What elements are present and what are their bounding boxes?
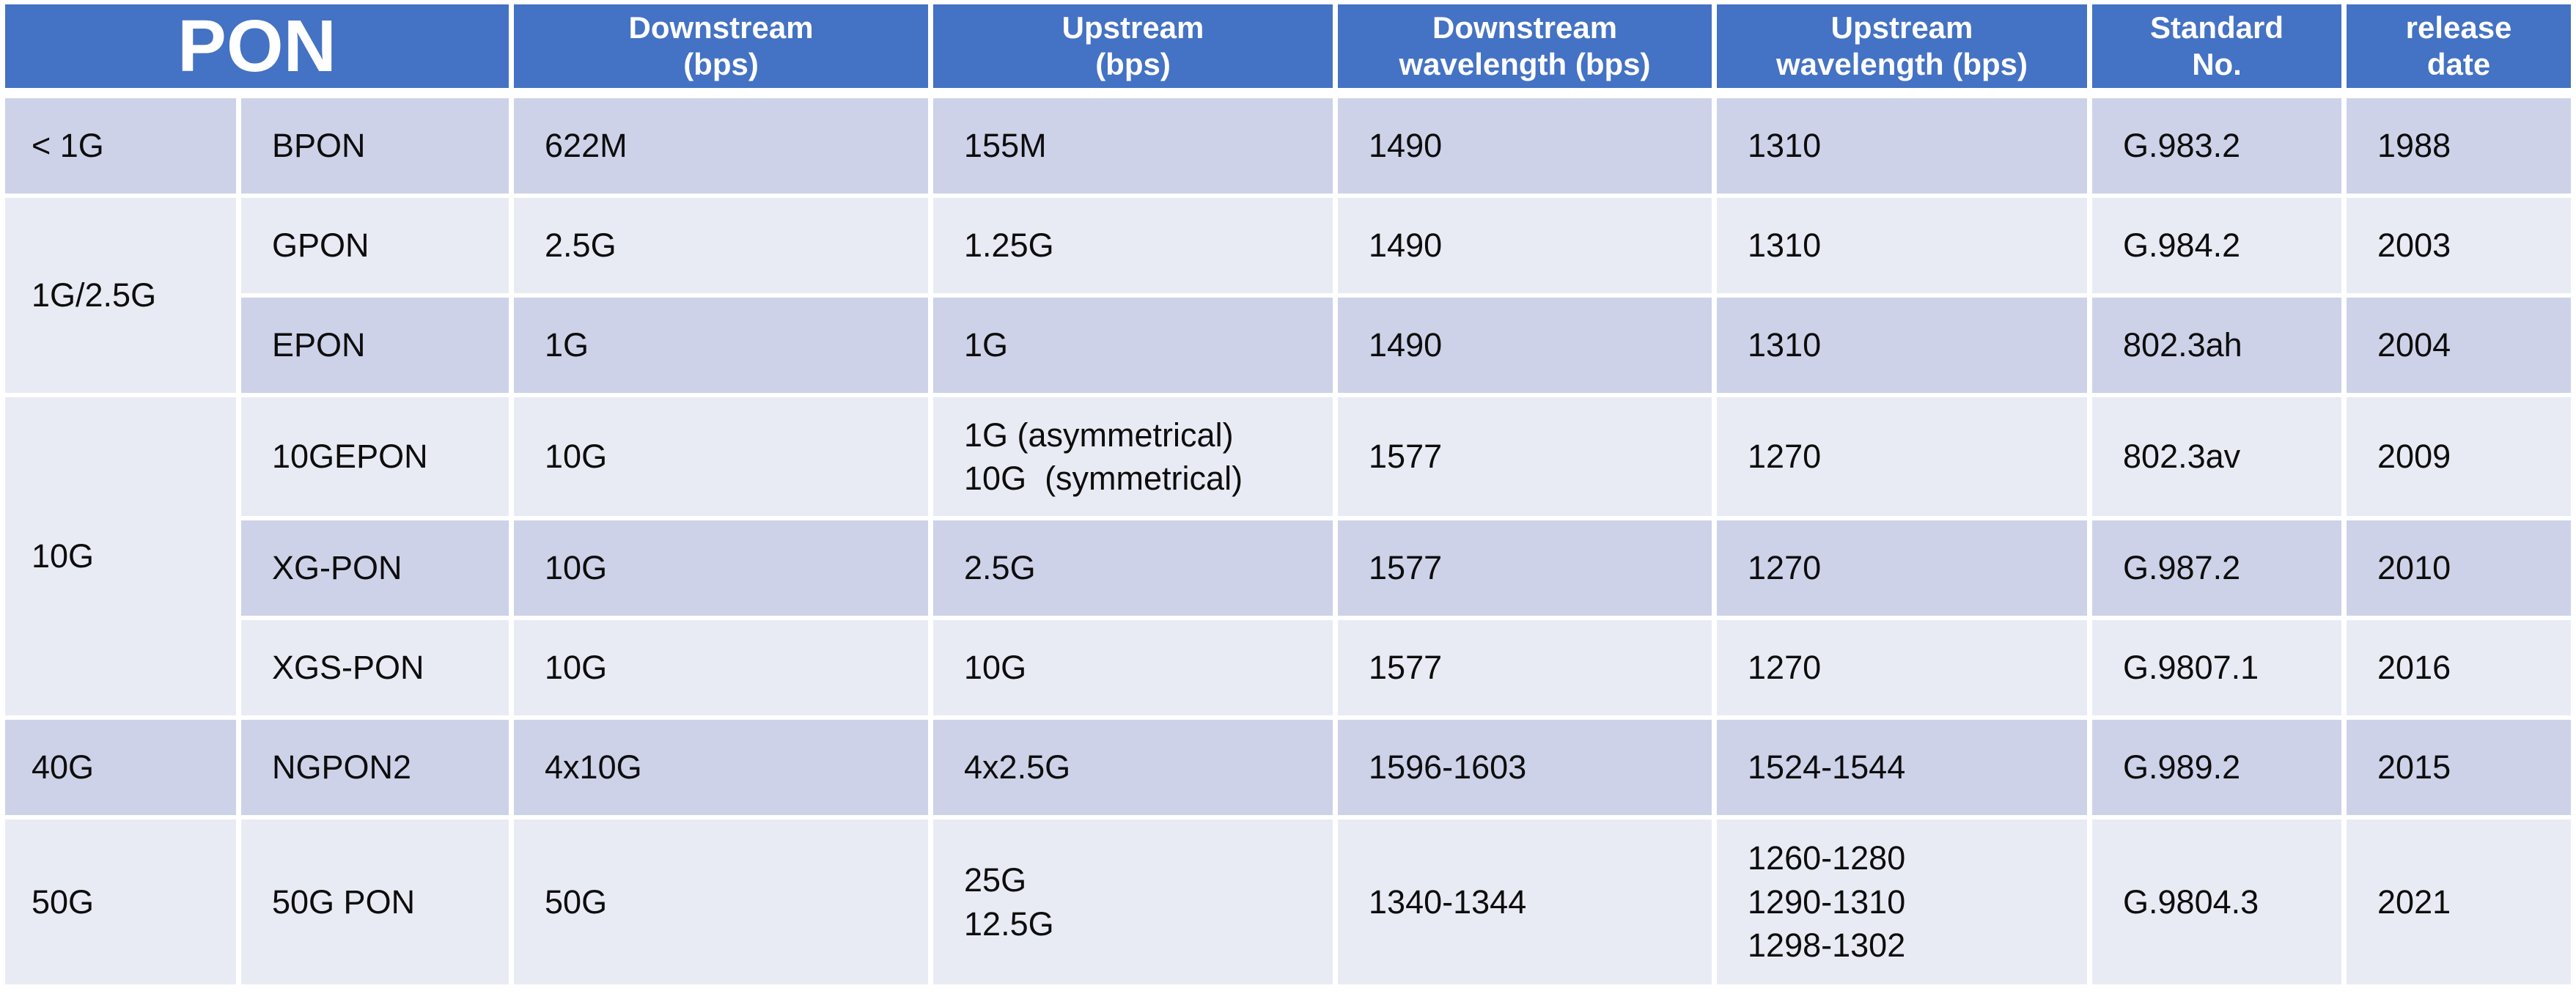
cell-name-xgs-pon: XGS-PON — [241, 620, 509, 715]
cell-standard: G.984.2 — [2092, 198, 2342, 293]
cell-upstream: 155M — [933, 98, 1333, 194]
cell-generation-50g: 50G — [5, 819, 236, 984]
cell-name-gpon: GPON — [241, 198, 509, 293]
cell-name-50g-pon: 50G PON — [241, 819, 509, 984]
cell-down-wavelength: 1596-1603 — [1338, 720, 1712, 815]
cell-name-xg-pon: XG-PON — [241, 520, 509, 616]
col-header-standard-no: Standard No. — [2092, 4, 2342, 94]
cell-standard: 802.3av — [2092, 397, 2342, 516]
cell-downstream: 10G — [514, 620, 929, 715]
cell-release: 2003 — [2347, 198, 2572, 293]
cell-standard: G.983.2 — [2092, 98, 2342, 194]
cell-generation-1g-2-5g: 1G/2.5G — [5, 198, 236, 393]
cell-up-wavelength: 1270 — [1717, 397, 2088, 516]
row-xg-pon: XG-PON 10G 2.5G 1577 1270 G.987.2 2010 — [5, 520, 2572, 616]
cell-standard: G.987.2 — [2092, 520, 2342, 616]
cell-upstream: 1G — [933, 298, 1333, 393]
col-header-upstream-bps: Upstream (bps) — [933, 4, 1333, 94]
cell-up-wavelength: 1310 — [1717, 298, 2088, 393]
cell-name-bpon: BPON — [241, 98, 509, 194]
cell-downstream: 10G — [514, 397, 929, 516]
row-epon: EPON 1G 1G 1490 1310 802.3ah 2004 — [5, 298, 2572, 393]
cell-release: 2010 — [2347, 520, 2572, 616]
cell-upstream: 10G — [933, 620, 1333, 715]
cell-up-wavelength: 1310 — [1717, 198, 2088, 293]
col-header-downstream-wavelength: Downstream wavelength (bps) — [1338, 4, 1712, 94]
cell-down-wavelength: 1490 — [1338, 98, 1712, 194]
cell-downstream: 4x10G — [514, 720, 929, 815]
cell-name-ngpon2: NGPON2 — [241, 720, 509, 815]
cell-upstream: 1.25G — [933, 198, 1333, 293]
pon-title-header: PON — [5, 4, 509, 94]
cell-generation-lt1g: < 1G — [5, 98, 236, 194]
cell-downstream: 622M — [514, 98, 929, 194]
cell-standard: G.9804.3 — [2092, 819, 2342, 984]
cell-downstream: 10G — [514, 520, 929, 616]
header-row: PON Downstream (bps) Upstream (bps) Down… — [5, 4, 2572, 94]
cell-upstream: 2.5G — [933, 520, 1333, 616]
row-xgs-pon: XGS-PON 10G 10G 1577 1270 G.9807.1 2016 — [5, 620, 2572, 715]
cell-up-wavelength: 1260-1280 1290-1310 1298-1302 — [1717, 819, 2088, 984]
cell-downstream: 1G — [514, 298, 929, 393]
cell-standard: G.989.2 — [2092, 720, 2342, 815]
cell-downstream: 2.5G — [514, 198, 929, 293]
cell-down-wavelength: 1340-1344 — [1338, 819, 1712, 984]
col-header-downstream-bps: Downstream (bps) — [514, 4, 929, 94]
cell-generation-40g: 40G — [5, 720, 236, 815]
cell-release: 2009 — [2347, 397, 2572, 516]
cell-up-wavelength: 1270 — [1717, 620, 2088, 715]
cell-up-wavelength: 1270 — [1717, 520, 2088, 616]
cell-name-epon: EPON — [241, 298, 509, 393]
row-ngpon2: 40G NGPON2 4x10G 4x2.5G 1596-1603 1524-1… — [5, 720, 2572, 815]
cell-up-wavelength: 1524-1544 — [1717, 720, 2088, 815]
cell-standard: 802.3ah — [2092, 298, 2342, 393]
row-bpon: < 1G BPON 622M 155M 1490 1310 G.983.2 19… — [5, 98, 2572, 194]
cell-down-wavelength: 1577 — [1338, 620, 1712, 715]
cell-upstream: 25G 12.5G — [933, 819, 1333, 984]
cell-down-wavelength: 1490 — [1338, 298, 1712, 393]
cell-release: 2015 — [2347, 720, 2572, 815]
cell-downstream: 50G — [514, 819, 929, 984]
cell-down-wavelength: 1490 — [1338, 198, 1712, 293]
cell-release: 2021 — [2347, 819, 2572, 984]
row-10gepon: 10G 10GEPON 10G 1G (asymmetrical) 10G (s… — [5, 397, 2572, 715]
cell-down-wavelength: 1577 — [1338, 520, 1712, 616]
cell-upstream: 1G (asymmetrical) 10G (symmetrical) — [933, 397, 1333, 516]
cell-release: 2004 — [2347, 298, 2572, 393]
cell-name-10gepon: 10GEPON — [241, 397, 509, 516]
col-header-upstream-wavelength: Upstream wavelength (bps) — [1717, 4, 2088, 94]
cell-standard: G.9807.1 — [2092, 620, 2342, 715]
cell-up-wavelength: 1310 — [1717, 98, 2088, 194]
cell-release: 1988 — [2347, 98, 2572, 194]
cell-release: 2016 — [2347, 620, 2572, 715]
cell-down-wavelength: 1577 — [1338, 397, 1712, 516]
cell-generation-10g: 10G — [5, 397, 236, 715]
col-header-release-date: release date — [2347, 4, 2572, 94]
row-50g-pon: 50G 50G PON 50G 25G 12.5G 1340-1344 1260… — [5, 819, 2572, 984]
row-gpon: 1G/2.5G GPON 2.5G 1.25G 1490 1310 G.984.… — [5, 198, 2572, 393]
cell-upstream: 4x2.5G — [933, 720, 1333, 815]
